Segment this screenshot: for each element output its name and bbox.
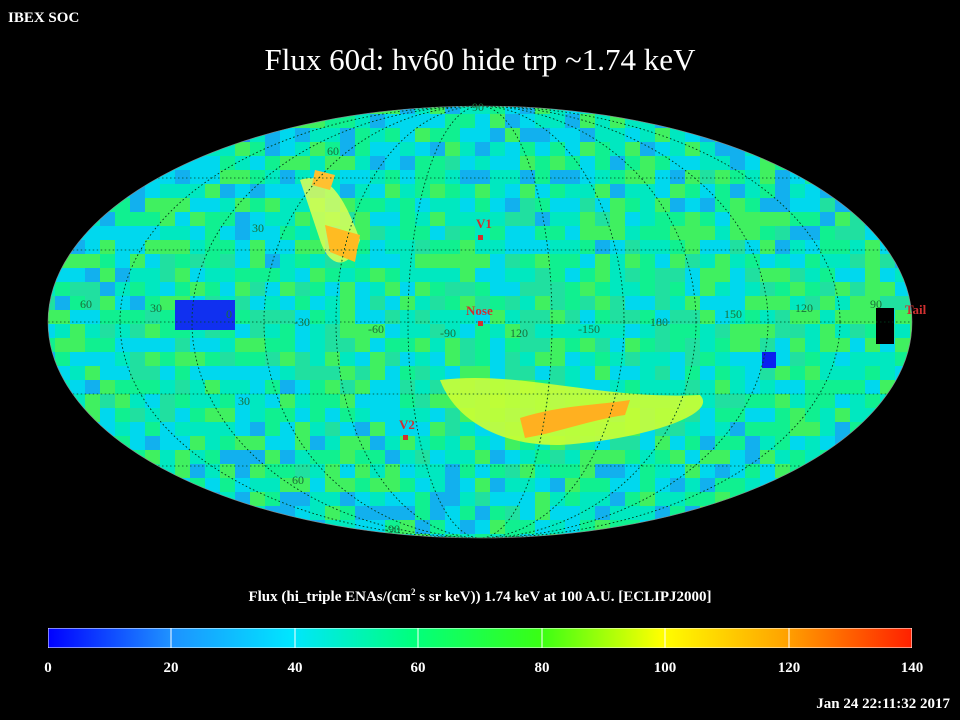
- svg-text:30: 30: [238, 394, 250, 408]
- tail-marker: Tail: [905, 302, 927, 317]
- colorbar-title: Flux (hi_triple ENAs/(cm2 s sr keV)) 1.7…: [248, 587, 712, 605]
- svg-text:-90: -90: [440, 326, 456, 340]
- svg-text:120: 120: [795, 301, 813, 315]
- vgr2-marker: V2: [399, 417, 415, 440]
- svg-text:-150: -150: [578, 322, 600, 336]
- marker-tail-label: Tail: [905, 302, 927, 317]
- colorbar-tick: 120: [777, 660, 801, 676]
- svg-text:-90: -90: [384, 522, 400, 536]
- colorbar-tick: 0: [44, 660, 52, 676]
- nose-marker: Nose: [466, 303, 493, 326]
- marker-nose-label: Nose: [466, 303, 493, 318]
- svg-text:180: 180: [650, 315, 668, 329]
- page-title: Flux 60d: hv60 hide trp ~1.74 keV: [264, 42, 696, 77]
- svg-text:120: 120: [510, 326, 528, 340]
- colorbar: [48, 628, 912, 648]
- svg-text:90: 90: [870, 297, 882, 311]
- svg-text:30: 30: [252, 221, 264, 235]
- colorbar-tick: 140: [900, 660, 924, 676]
- colorbar-tick: 40: [287, 660, 303, 676]
- svg-text:150: 150: [724, 307, 742, 321]
- latitude-labels: 90 60 30 30 60 -90: [238, 100, 484, 536]
- longitude-labels: 60 30 0 -30 -60 -90 120 -150 180 150 120…: [80, 297, 882, 340]
- svg-text:60: 60: [80, 297, 92, 311]
- colorbar-tick: 80: [534, 660, 550, 676]
- svg-text:90: 90: [472, 100, 484, 114]
- vgr1-marker: V1: [476, 216, 492, 240]
- colorbar-tick: 100: [653, 660, 677, 676]
- svg-text:0: 0: [226, 307, 232, 321]
- svg-text:-60: -60: [368, 322, 384, 336]
- colorbar-tick: 20: [163, 660, 179, 676]
- colorbar-tick: 60: [410, 660, 426, 676]
- svg-text:30: 30: [150, 301, 162, 315]
- marker-v1-label: V1: [476, 216, 492, 231]
- organization-label: IBEX SOC: [8, 10, 80, 26]
- svg-text:-30: -30: [294, 315, 310, 329]
- svg-text:60: 60: [292, 473, 304, 487]
- marker-v2-label: V2: [399, 417, 415, 432]
- graticule: [48, 106, 912, 538]
- svg-text:60: 60: [327, 144, 339, 158]
- timestamp: Jan 24 22:11:32 2017: [816, 696, 950, 712]
